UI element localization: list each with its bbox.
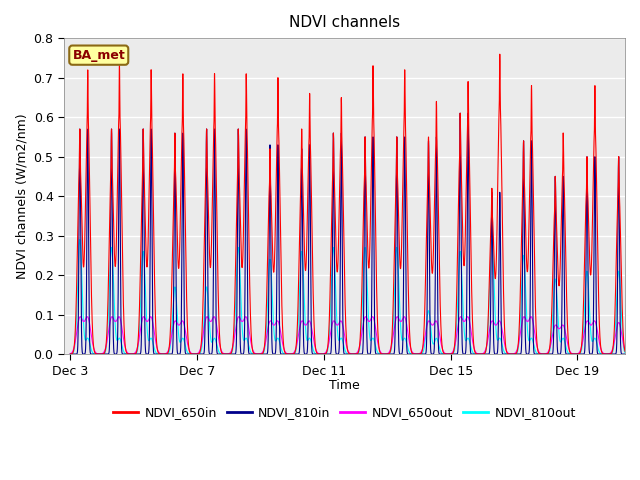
NDVI_810in bbox=[429, 351, 436, 357]
NDVI_650out bbox=[67, 351, 74, 357]
NDVI_810in bbox=[456, 110, 464, 116]
NDVI_810out bbox=[637, 351, 640, 357]
NDVI_650out bbox=[273, 318, 281, 324]
Line: NDVI_650out: NDVI_650out bbox=[70, 317, 640, 354]
Line: NDVI_810in: NDVI_810in bbox=[70, 113, 640, 354]
NDVI_650out bbox=[76, 314, 84, 320]
Title: NDVI channels: NDVI channels bbox=[289, 15, 400, 30]
NDVI_650in bbox=[67, 351, 74, 357]
NDVI_650in bbox=[404, 265, 412, 271]
NDVI_650out bbox=[490, 319, 497, 324]
Line: NDVI_650in: NDVI_650in bbox=[70, 54, 640, 354]
NDVI_810in bbox=[520, 147, 527, 153]
NDVI_650out bbox=[520, 314, 527, 320]
NDVI_650in bbox=[490, 232, 497, 238]
NDVI_810in bbox=[95, 351, 103, 357]
NDVI_650out bbox=[429, 322, 436, 328]
NDVI_650out bbox=[95, 351, 103, 357]
NDVI_650in bbox=[95, 351, 103, 357]
NDVI_810out bbox=[95, 351, 103, 357]
NDVI_650in bbox=[496, 51, 504, 57]
Y-axis label: NDVI channels (W/m2/nm): NDVI channels (W/m2/nm) bbox=[15, 113, 28, 279]
NDVI_810out bbox=[490, 259, 497, 265]
NDVI_810in bbox=[273, 264, 281, 270]
NDVI_810in bbox=[637, 351, 640, 357]
NDVI_810out bbox=[429, 341, 436, 347]
NDVI_810out bbox=[404, 346, 412, 352]
Line: NDVI_810out: NDVI_810out bbox=[70, 240, 640, 354]
NDVI_650in bbox=[520, 147, 527, 153]
NDVI_650out bbox=[637, 351, 640, 357]
NDVI_810in bbox=[67, 351, 74, 357]
NDVI_650in bbox=[273, 140, 281, 145]
NDVI_810in bbox=[404, 351, 412, 357]
NDVI_810out bbox=[273, 336, 281, 342]
NDVI_650out bbox=[404, 330, 412, 336]
X-axis label: Time: Time bbox=[329, 379, 360, 392]
NDVI_810out bbox=[76, 237, 84, 242]
NDVI_810in bbox=[490, 323, 497, 328]
Text: BA_met: BA_met bbox=[72, 48, 125, 61]
NDVI_810out bbox=[67, 351, 74, 357]
Legend: NDVI_650in, NDVI_810in, NDVI_650out, NDVI_810out: NDVI_650in, NDVI_810in, NDVI_650out, NDV… bbox=[108, 401, 580, 424]
NDVI_650in bbox=[637, 351, 640, 357]
NDVI_650in bbox=[429, 266, 436, 272]
NDVI_810out bbox=[520, 253, 527, 259]
